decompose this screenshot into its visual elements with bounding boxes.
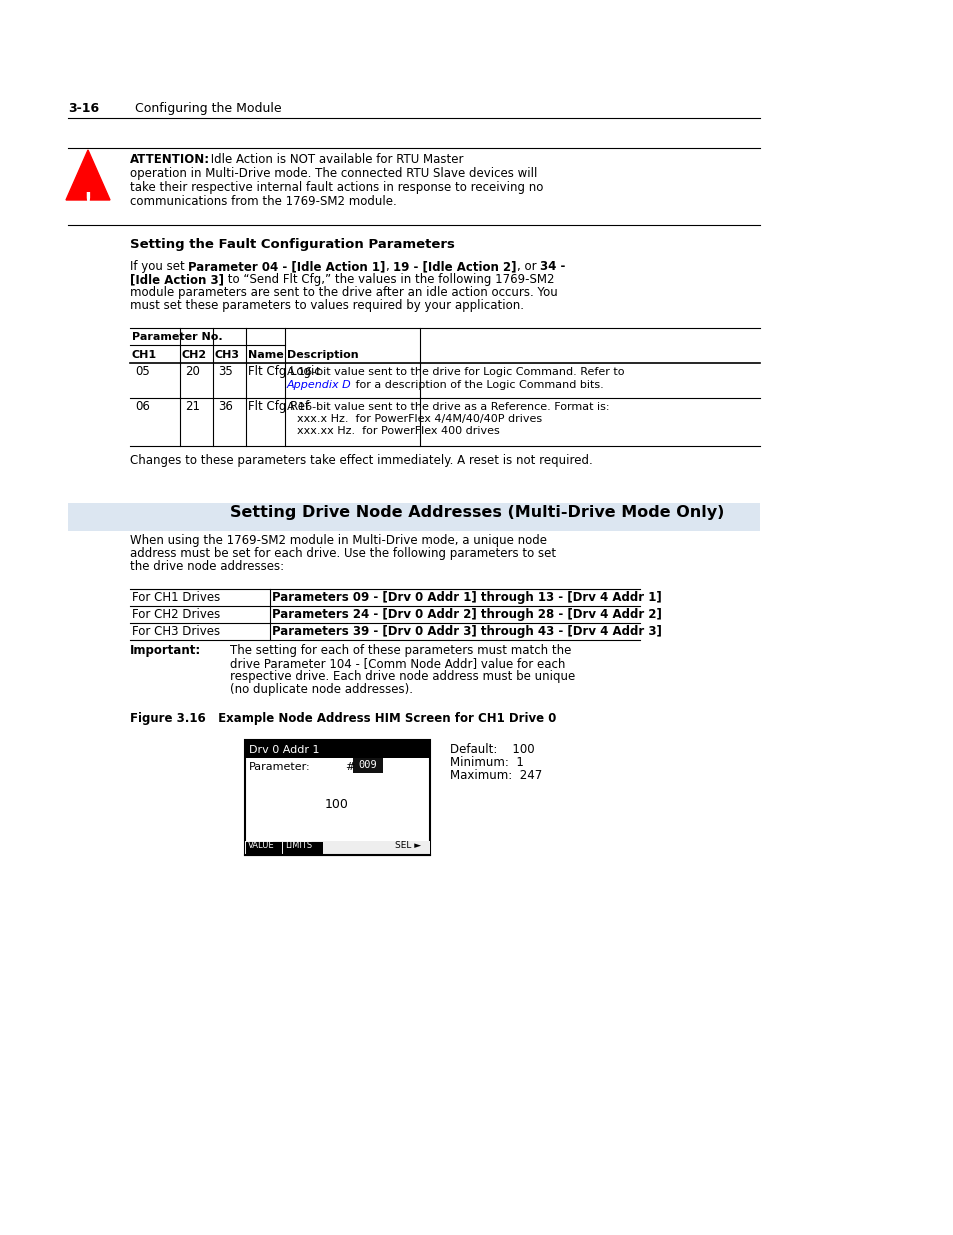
Text: 009: 009 bbox=[358, 760, 377, 769]
Text: Parameter:: Parameter: bbox=[249, 762, 311, 772]
Text: Name: Name bbox=[248, 350, 283, 359]
Text: [Idle Action 3]: [Idle Action 3] bbox=[130, 273, 224, 287]
Text: take their respective internal fault actions in response to receiving no: take their respective internal fault act… bbox=[130, 182, 543, 194]
Text: 35: 35 bbox=[218, 366, 233, 378]
Text: Description: Description bbox=[287, 350, 358, 359]
Text: If you set: If you set bbox=[130, 261, 189, 273]
FancyBboxPatch shape bbox=[283, 842, 323, 853]
Text: 06: 06 bbox=[135, 400, 150, 412]
Text: SEL ►: SEL ► bbox=[395, 841, 420, 850]
Text: Parameters 24 - [Drv 0 Addr 2] through 28 - [Drv 4 Addr 2]: Parameters 24 - [Drv 0 Addr 2] through 2… bbox=[272, 608, 661, 621]
Text: the drive node addresses:: the drive node addresses: bbox=[130, 559, 284, 573]
Text: A 16-bit value sent to the drive as a Reference. Format is:: A 16-bit value sent to the drive as a Re… bbox=[287, 403, 609, 412]
Text: CH1: CH1 bbox=[132, 350, 157, 359]
Text: ,: , bbox=[385, 261, 393, 273]
Text: Setting the Fault Configuration Parameters: Setting the Fault Configuration Paramete… bbox=[130, 238, 455, 251]
Text: Parameter No.: Parameter No. bbox=[132, 332, 222, 342]
Text: respective drive. Each drive node address must be unique: respective drive. Each drive node addres… bbox=[230, 671, 575, 683]
Text: Parameter 04 - [Idle Action 1]: Parameter 04 - [Idle Action 1] bbox=[189, 261, 385, 273]
Text: address must be set for each drive. Use the following parameters to set: address must be set for each drive. Use … bbox=[130, 547, 556, 559]
Text: Flt Cfg Ref: Flt Cfg Ref bbox=[248, 400, 309, 412]
Text: operation in Multi-Drive mode. The connected RTU Slave devices will: operation in Multi-Drive mode. The conne… bbox=[130, 167, 537, 180]
FancyBboxPatch shape bbox=[68, 503, 760, 531]
Text: Drv 0 Addr 1: Drv 0 Addr 1 bbox=[249, 745, 319, 755]
Text: drive Parameter 104 - [Comm Node Addr] value for each: drive Parameter 104 - [Comm Node Addr] v… bbox=[230, 657, 565, 671]
Text: LIMITS: LIMITS bbox=[285, 841, 312, 850]
Text: Default:    100: Default: 100 bbox=[450, 743, 534, 756]
Text: communications from the 1769-SM2 module.: communications from the 1769-SM2 module. bbox=[130, 195, 396, 207]
Text: module parameters are sent to the drive after an idle action occurs. You: module parameters are sent to the drive … bbox=[130, 287, 558, 299]
Text: 3-16: 3-16 bbox=[68, 103, 99, 115]
Text: 21: 21 bbox=[185, 400, 200, 412]
Text: xxx.xx Hz.  for PowerFlex 400 drives: xxx.xx Hz. for PowerFlex 400 drives bbox=[296, 426, 499, 436]
Text: Maximum:  247: Maximum: 247 bbox=[450, 769, 541, 782]
Text: Flt Cfg Logic: Flt Cfg Logic bbox=[248, 366, 320, 378]
FancyBboxPatch shape bbox=[245, 841, 430, 855]
Text: for a description of the Logic Command bits.: for a description of the Logic Command b… bbox=[352, 380, 603, 390]
Text: CH3: CH3 bbox=[214, 350, 240, 359]
Text: A 16-bit value sent to the drive for Logic Command. Refer to: A 16-bit value sent to the drive for Log… bbox=[287, 367, 624, 377]
Text: 34 -: 34 - bbox=[539, 261, 565, 273]
Text: ATTENTION:: ATTENTION: bbox=[130, 153, 210, 165]
Text: , or: , or bbox=[517, 261, 539, 273]
Text: Appendix D: Appendix D bbox=[287, 380, 352, 390]
Text: For CH1 Drives: For CH1 Drives bbox=[132, 592, 220, 604]
Text: CH2: CH2 bbox=[182, 350, 207, 359]
Text: Parameters 09 - [Drv 0 Addr 1] through 13 - [Drv 4 Addr 1]: Parameters 09 - [Drv 0 Addr 1] through 1… bbox=[272, 592, 661, 604]
Text: 100: 100 bbox=[325, 798, 349, 811]
FancyBboxPatch shape bbox=[245, 740, 430, 855]
Text: Important:: Important: bbox=[130, 643, 201, 657]
FancyBboxPatch shape bbox=[245, 740, 430, 758]
Text: For CH2 Drives: For CH2 Drives bbox=[132, 608, 220, 621]
Text: #: # bbox=[345, 762, 354, 772]
Text: Setting Drive Node Addresses (Multi-Drive Mode Only): Setting Drive Node Addresses (Multi-Driv… bbox=[230, 505, 723, 520]
FancyBboxPatch shape bbox=[246, 842, 282, 853]
Text: Changes to these parameters take effect immediately. A reset is not required.: Changes to these parameters take effect … bbox=[130, 454, 592, 467]
Text: xxx.x Hz.  for PowerFlex 4/4M/40/40P drives: xxx.x Hz. for PowerFlex 4/4M/40/40P driv… bbox=[296, 414, 541, 424]
FancyBboxPatch shape bbox=[353, 758, 382, 773]
Polygon shape bbox=[66, 149, 110, 200]
Text: Parameters 39 - [Drv 0 Addr 3] through 43 - [Drv 4 Addr 3]: Parameters 39 - [Drv 0 Addr 3] through 4… bbox=[272, 625, 661, 638]
Text: VALUE: VALUE bbox=[248, 841, 274, 850]
Text: Figure 3.16   Example Node Address HIM Screen for CH1 Drive 0: Figure 3.16 Example Node Address HIM Scr… bbox=[130, 713, 556, 725]
Text: 19 - [Idle Action 2]: 19 - [Idle Action 2] bbox=[393, 261, 517, 273]
Text: 20: 20 bbox=[185, 366, 200, 378]
Text: (no duplicate node addresses).: (no duplicate node addresses). bbox=[230, 683, 413, 697]
Text: For CH3 Drives: For CH3 Drives bbox=[132, 625, 220, 638]
Text: !: ! bbox=[84, 190, 92, 210]
Text: 36: 36 bbox=[218, 400, 233, 412]
Text: Configuring the Module: Configuring the Module bbox=[135, 103, 281, 115]
Text: 05: 05 bbox=[135, 366, 150, 378]
Text: must set these parameters to values required by your application.: must set these parameters to values requ… bbox=[130, 299, 523, 312]
Text: Idle Action is NOT available for RTU Master: Idle Action is NOT available for RTU Mas… bbox=[207, 153, 463, 165]
Text: Minimum:  1: Minimum: 1 bbox=[450, 756, 523, 769]
Text: The setting for each of these parameters must match the: The setting for each of these parameters… bbox=[230, 643, 571, 657]
Text: When using the 1769-SM2 module in Multi-Drive mode, a unique node: When using the 1769-SM2 module in Multi-… bbox=[130, 534, 546, 547]
Text: to “Send Flt Cfg,” the values in the following 1769-SM2: to “Send Flt Cfg,” the values in the fol… bbox=[224, 273, 554, 287]
